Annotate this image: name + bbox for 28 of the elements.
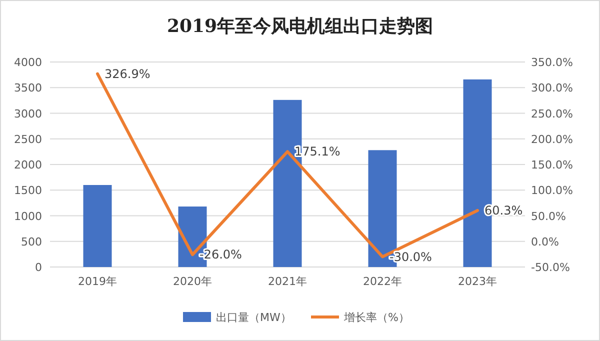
y-tick-label: 3500: [14, 82, 42, 95]
y2-tick-label: -50.0%: [531, 261, 570, 274]
legend-label: 增长率（%）: [343, 311, 410, 324]
y-tick-label: 1500: [14, 184, 42, 198]
x-tick-label: 2022年: [363, 275, 402, 288]
y2-tick-label: 0.0%: [531, 235, 559, 248]
x-tick-label: 2021年: [268, 275, 307, 288]
y2-tick-label: 100.0%: [531, 184, 573, 198]
y2-tick-label: 350.0%: [531, 56, 573, 69]
y2-tick-label: 150.0%: [531, 158, 573, 172]
x-tick-label: 2019年: [78, 275, 117, 288]
bar: [83, 185, 112, 267]
x-tick-label: 2023年: [458, 275, 497, 288]
y2-tick-label: 300.0%: [531, 82, 573, 95]
y-tick-label: 2000: [14, 158, 42, 172]
y-tick-label: 2500: [14, 132, 42, 146]
y-tick-label: 0: [35, 261, 42, 274]
y2-tick-label: 200.0%: [531, 132, 573, 146]
y-tick-label: 500: [21, 235, 42, 248]
chart-title: 2019年至今风电机组出口走势图: [166, 16, 434, 37]
y-tick-label: 1000: [14, 210, 42, 223]
y-tick-label: 4000: [14, 56, 42, 69]
y2-tick-label: 250.0%: [531, 107, 573, 120]
legend-label: 出口量（MW）: [216, 311, 292, 324]
x-tick-label: 2020年: [173, 275, 212, 288]
y-tick-label: 3000: [14, 107, 42, 120]
data-label: 326.9%: [104, 66, 150, 81]
y2-tick-label: 50.0%: [531, 210, 566, 223]
